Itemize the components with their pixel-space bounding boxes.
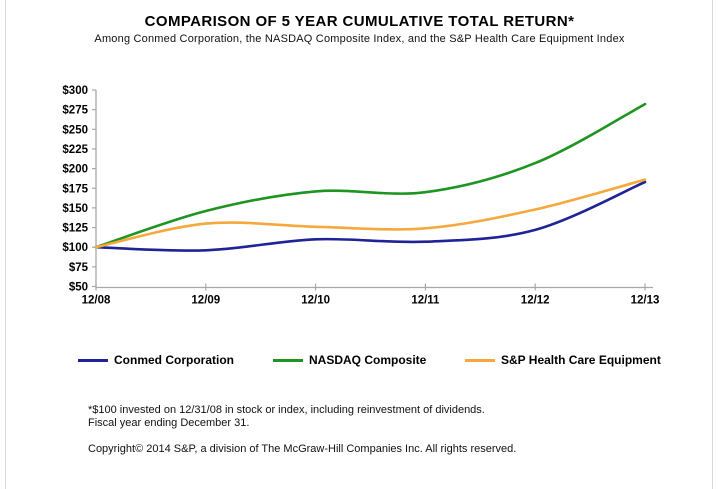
footnote-invested: *$100 invested on 12/31/08 in stock or i… (88, 404, 485, 416)
y-tick-label: $50 (69, 282, 88, 294)
legend-item-sp-healthcare: S&P Health Care Equipment (465, 352, 661, 368)
legend-item-nasdaq: NASDAQ Composite (273, 352, 426, 368)
y-tick-label: $175 (62, 183, 88, 195)
legend-label-sp-healthcare: S&P Health Care Equipment (501, 353, 661, 367)
legend-label-nasdaq: NASDAQ Composite (309, 353, 427, 367)
series-line-1 (94, 102, 647, 249)
legend-item-conmed: Conmed Corporation (78, 352, 234, 368)
x-tick-label: 12/11 (411, 295, 440, 307)
x-tick-label: 12/09 (191, 295, 220, 307)
y-tick-label: $200 (62, 164, 88, 176)
footnotes: *$100 invested on 12/31/08 in stock or i… (88, 404, 688, 456)
footnote-copyright: Copyright© 2014 S&P, a division of The M… (88, 443, 517, 455)
series-line-0 (94, 180, 647, 252)
y-tick-label: $100 (62, 242, 88, 254)
nasdaq-line-swatch (273, 358, 303, 362)
y-tick-label: $250 (62, 124, 88, 136)
line-chart-svg: $50 $75 $100 $125 $150 $175 $200 $225 $250 $275 $3… (62, 85, 660, 307)
y-tick-label: $275 (62, 105, 88, 117)
sp-healthcare-line-swatch (465, 358, 495, 362)
chart-subtitle: Among Conmed Corporation, the NASDAQ Com… (94, 33, 625, 45)
x-tick-label: 12/08 (82, 295, 111, 307)
x-tick-label: 12/13 (631, 295, 660, 307)
y-tick-label: $300 (62, 85, 88, 97)
x-tick-label: 12/10 (301, 295, 330, 307)
legend-label-conmed: Conmed Corporation (114, 353, 234, 367)
conmed-line-swatch (78, 358, 108, 362)
y-tick-label: $225 (62, 144, 88, 156)
y-tick-label: $125 (62, 223, 88, 235)
chart-title: COMPARISON OF 5 YEAR CUMULATIVE TOTAL RE… (144, 13, 575, 30)
x-tick-label: 12/12 (521, 295, 550, 307)
chart-legend: Conmed Corporation NASDAQ Composite S&P … (0, 352, 719, 372)
footnote-fiscal-year: Fiscal year ending December 31. (88, 417, 250, 429)
series-line-2 (94, 178, 647, 249)
y-tick-label: $75 (69, 262, 89, 274)
y-tick-label: $150 (62, 203, 88, 215)
